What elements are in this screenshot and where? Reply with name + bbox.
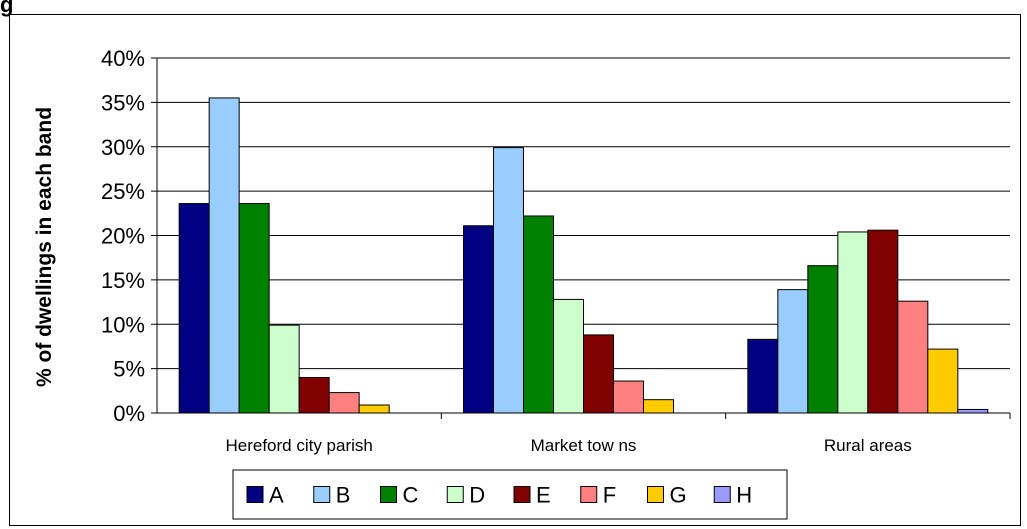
y-tick-label: 5% [113, 357, 145, 382]
bar-E-1 [583, 334, 614, 414]
y-tick-label: 20% [101, 224, 145, 249]
legend-label-E: E [536, 483, 551, 508]
axes [151, 57, 1011, 419]
bar-A-0 [178, 203, 210, 414]
bar-B-2 [777, 289, 809, 414]
y-tick-label: 0% [113, 401, 145, 426]
legend-swatch-C [380, 486, 397, 503]
bar-B-1 [493, 147, 524, 414]
bar-F-0 [328, 392, 360, 414]
y-axis-title: % of dwellings in each band [33, 107, 56, 387]
legend-label-A: A [269, 483, 284, 508]
bar-G-1 [643, 399, 674, 414]
category-label: Market tow ns [531, 436, 637, 455]
bar-C-0 [238, 203, 270, 414]
legend-label-F: F [603, 483, 616, 508]
legend-label-H: H [736, 483, 752, 508]
bar-D-1 [553, 298, 584, 414]
legend-label-G: G [670, 483, 687, 508]
legend-label-C: C [403, 483, 419, 508]
bar-A-2 [747, 338, 779, 414]
legend-swatch-B [313, 486, 331, 503]
category-label: Hereford city parish [225, 436, 372, 455]
legend: A B C D E F G H [232, 469, 788, 520]
y-tick-label: 15% [101, 268, 145, 293]
figure-label-fragment: g [0, 0, 14, 17]
bar-B-0 [208, 97, 240, 414]
category-label: Rural areas [824, 436, 912, 455]
bar-C-2 [807, 265, 839, 414]
bar-F-2 [897, 300, 929, 414]
legend-swatch-G [647, 486, 664, 503]
bar-chart: 0% 5% 10% 15% 20% 25% 30% 35% 40% Hereford city … [33, 46, 1011, 520]
y-tick-label: 25% [101, 179, 145, 204]
bar-D-0 [268, 324, 300, 414]
bar-C-1 [523, 215, 554, 414]
y-tick-label: 30% [101, 135, 145, 160]
legend-swatch-E [513, 486, 531, 503]
legend-swatch-A [246, 486, 264, 503]
legend-swatch-F [580, 486, 598, 503]
bar-G-0 [358, 404, 390, 414]
legend-swatch-H [713, 486, 731, 503]
bar-A-1 [463, 225, 494, 414]
bars [178, 97, 989, 414]
bar-G-2 [927, 348, 959, 414]
bar-D-2 [837, 231, 869, 414]
legend-label-D: D [469, 483, 485, 508]
legend-swatch-D [446, 486, 464, 503]
bar-H-2 [957, 408, 989, 414]
y-tick-label: 10% [101, 312, 145, 337]
bar-F-1 [613, 380, 644, 414]
y-tick-label: 35% [101, 90, 145, 115]
y-tick-labels: 0% 5% 10% 15% 20% 25% 30% 35% 40% [101, 46, 145, 426]
bar-E-0 [298, 377, 330, 414]
chart-frame: 0% 5% 10% 15% 20% 25% 30% 35% 40% Hereford city … [9, 14, 1021, 526]
y-tick-label: 40% [101, 46, 145, 71]
bar-E-2 [867, 229, 899, 414]
legend-label-B: B [336, 483, 351, 508]
category-labels: Hereford city parish Market tow ns Rural a… [225, 436, 911, 455]
